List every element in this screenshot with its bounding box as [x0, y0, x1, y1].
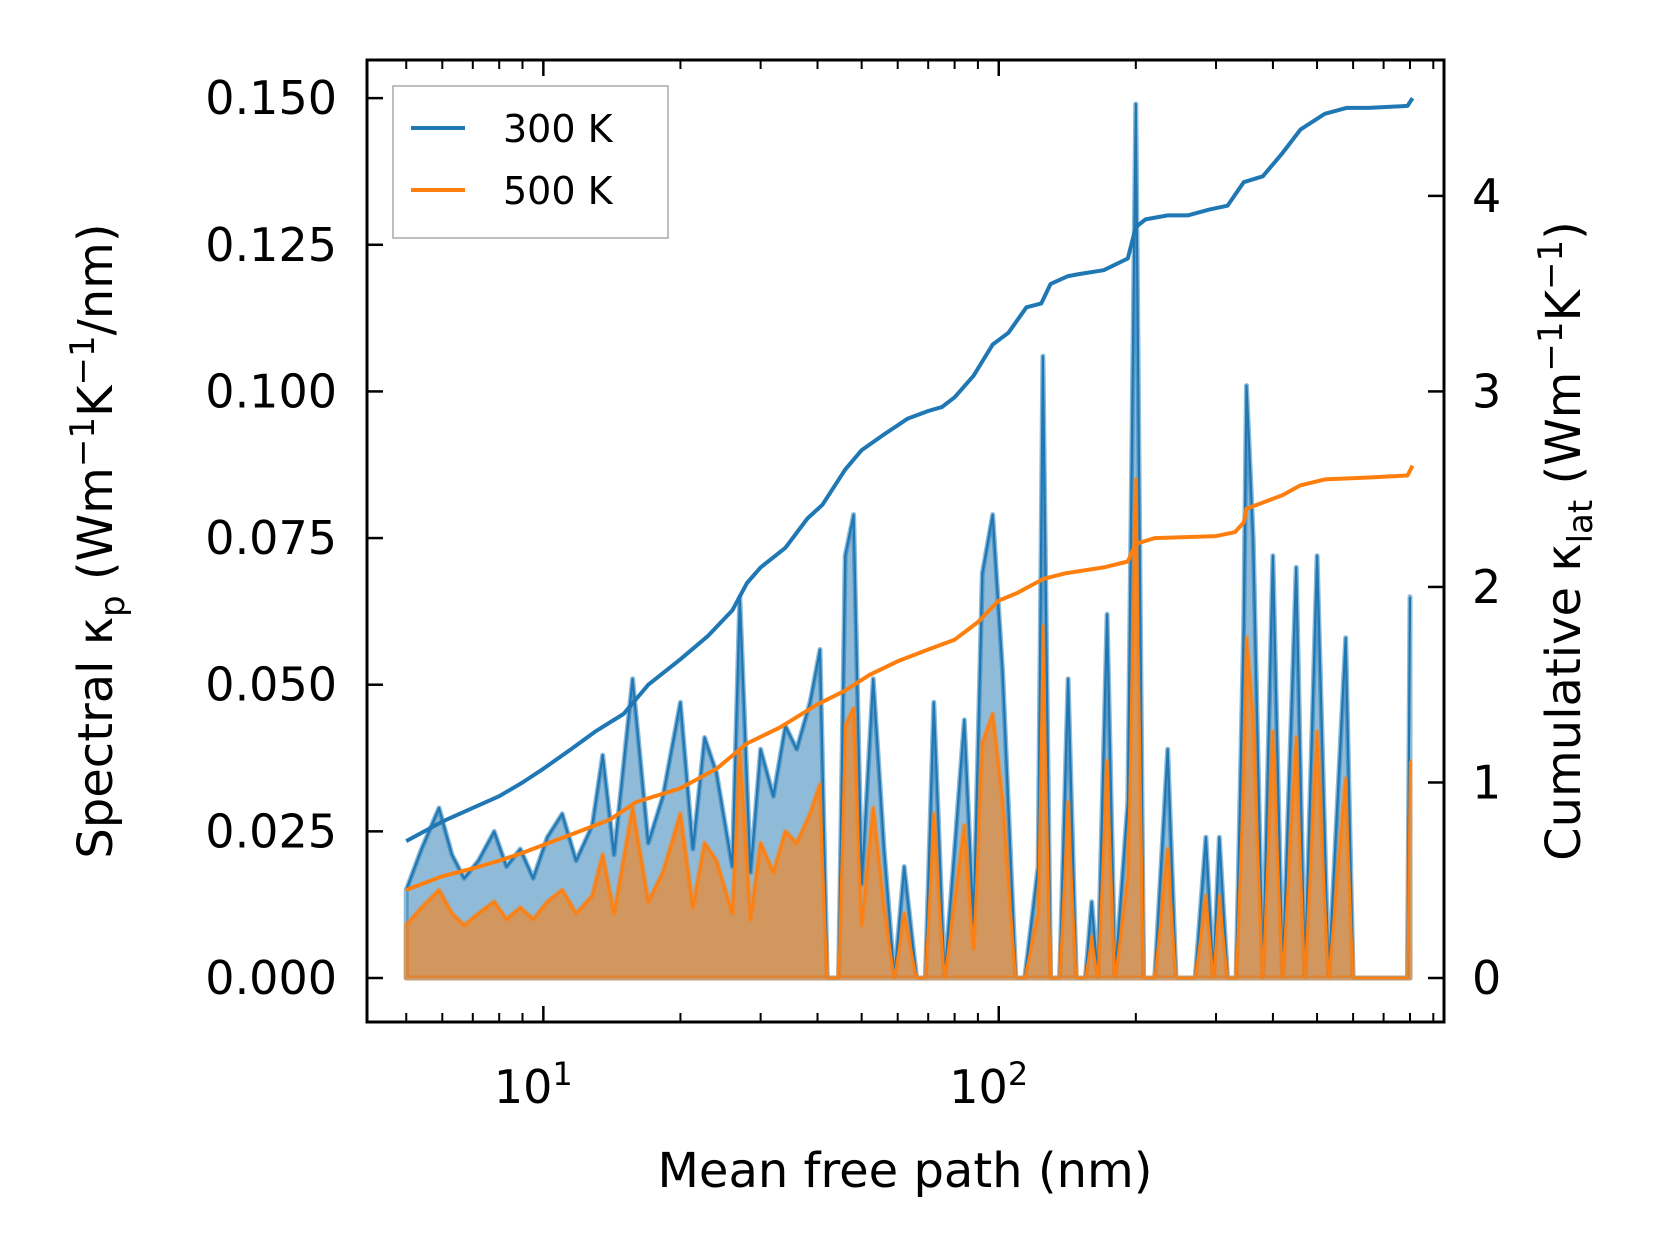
y-left-tick-label-1: 0.025	[205, 804, 337, 858]
cumulative-line-300k	[405, 97, 1415, 843]
x-tick-label-0: 101	[494, 1055, 573, 1114]
legend-frame	[392, 85, 669, 239]
cumulative-line-500k	[405, 464, 1415, 892]
y-left-tick-label-0: 0.000	[205, 951, 337, 1005]
legend-label-500k: 500 K	[503, 169, 614, 213]
plot-frame	[365, 58, 1446, 1024]
y-right-axis-label: Cumulative κlat (Wm−1K−1)	[1531, 221, 1601, 861]
y-left-tick-label-3: 0.075	[205, 511, 337, 565]
spectral-lines	[405, 102, 1412, 980]
y-left-tick-label-2: 0.050	[205, 658, 337, 712]
y-left-tick-label-4: 0.100	[205, 364, 337, 418]
y-right-tick-label-1: 1	[1472, 755, 1501, 809]
y-left-axis-ticks: 0.000 0.025 0.050 0.075 0.100 0.125 0.150	[205, 71, 383, 1005]
x-axis-label: Mean free path (nm)	[658, 1143, 1153, 1199]
cumulative-lines	[405, 97, 1415, 892]
y-right-axis-ticks: 0 1 2 3 4	[1428, 169, 1501, 1005]
spectral-line-500k	[405, 478, 1412, 980]
x-tick-label-1: 102	[949, 1055, 1028, 1114]
plot-area	[403, 97, 1415, 981]
y-right-tick-label-4: 4	[1472, 169, 1501, 223]
x-axis-ticks: 101 102	[405, 60, 1435, 1114]
y-left-tick-label-6: 0.150	[205, 71, 337, 125]
legend: 300 K 500 K	[392, 85, 669, 239]
y-left-axis-label: Spectral κp (Wm−1K−1/nm)	[63, 223, 133, 858]
y-right-tick-label-3: 3	[1472, 364, 1501, 418]
y-right-tick-label-2: 2	[1472, 560, 1501, 614]
y-left-tick-label-5: 0.125	[205, 218, 337, 272]
legend-label-300k: 300 K	[503, 107, 614, 151]
y-right-tick-label-0: 0	[1472, 951, 1501, 1005]
